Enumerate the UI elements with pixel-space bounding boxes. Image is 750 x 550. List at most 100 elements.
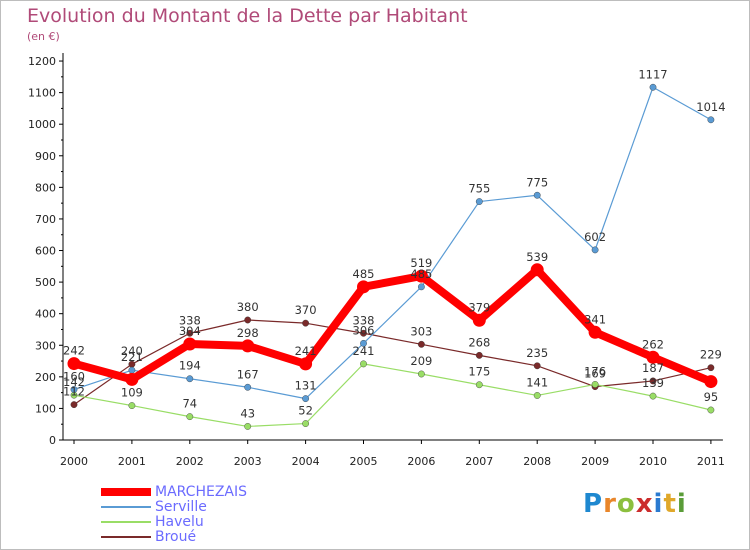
data-label: 519 [410, 256, 432, 270]
data-point [128, 402, 136, 409]
x-tick-label: 2005 [350, 455, 378, 468]
data-label: 755 [468, 182, 490, 196]
data-label: 43 [240, 406, 255, 420]
data-point [360, 360, 367, 368]
data-point [186, 329, 194, 337]
y-tick-label: 0 [49, 434, 56, 447]
series-line-marchezais [72, 265, 713, 386]
data-label: 221 [121, 350, 143, 364]
data-label: 176 [584, 364, 606, 378]
data-point [475, 351, 483, 359]
data-point [357, 280, 370, 294]
y-tick-label: 100 [35, 402, 56, 415]
data-label: 167 [237, 367, 259, 381]
data-point [302, 420, 309, 427]
x-tick-label: 2003 [234, 455, 262, 468]
data-label: 338 [179, 313, 201, 327]
data-label: 141 [526, 375, 548, 389]
x-tick-label: 2001 [118, 455, 146, 468]
x-tick-label: 2008 [523, 455, 551, 468]
data-label: 241 [295, 344, 317, 358]
data-point [70, 401, 78, 409]
data-point [649, 377, 657, 385]
series-line-broué [73, 319, 712, 406]
data-label: 242 [63, 344, 85, 358]
legend-swatch [101, 521, 151, 523]
y-tick-label: 1200 [28, 55, 56, 68]
data-label: 194 [179, 359, 201, 373]
data-point [591, 246, 599, 254]
data-point [475, 381, 483, 389]
data-label: 131 [295, 379, 317, 393]
y-tick-label: 500 [35, 276, 56, 289]
logo-letter: i [653, 489, 664, 519]
data-point [707, 406, 715, 414]
data-label: 485 [410, 267, 432, 281]
logo-letter: P [583, 489, 604, 519]
data-label: 142 [63, 375, 85, 389]
data-label: 298 [237, 326, 259, 340]
data-point [649, 83, 657, 91]
data-label: 602 [584, 230, 606, 244]
data-point [475, 198, 483, 205]
data-point [302, 319, 309, 327]
unit-label: (en €) [27, 30, 60, 43]
data-point [186, 375, 194, 383]
data-point [414, 269, 428, 283]
x-tick-label: 2004 [292, 455, 320, 468]
legend-swatch [101, 488, 151, 496]
data-point [588, 325, 602, 339]
x-tick-label: 2006 [407, 455, 435, 468]
data-label: 187 [642, 361, 664, 375]
chart-lines [67, 83, 718, 430]
legend-item-broué: Broué [101, 529, 321, 545]
data-point [591, 381, 599, 388]
data-label: 1117 [638, 67, 667, 81]
data-point [472, 313, 486, 327]
logo-letter: x [635, 489, 654, 519]
y-tick-label: 600 [35, 245, 56, 258]
data-label: 379 [468, 300, 490, 314]
data-point [533, 362, 541, 370]
data-point [649, 392, 657, 400]
data-label: 485 [353, 267, 375, 281]
series-line-serville [73, 86, 712, 400]
proxiti-logo: Proxiti [583, 489, 687, 519]
x-tick-label: 2011 [697, 455, 725, 468]
data-point [530, 263, 544, 277]
y-tick-label: 900 [35, 150, 56, 163]
data-point [241, 339, 255, 353]
data-point [183, 337, 197, 351]
data-point [417, 340, 425, 348]
data-label: 240 [121, 344, 143, 358]
y-tick-label: 400 [35, 308, 56, 321]
data-point [704, 375, 718, 389]
data-label: 112 [63, 385, 85, 399]
data-label: 175 [468, 365, 490, 379]
data-point [707, 116, 715, 124]
data-label: 1014 [696, 100, 725, 114]
legend-label: MARCHEZAIS [155, 484, 248, 500]
data-point [67, 357, 81, 371]
data-point [646, 350, 660, 364]
data-label: 229 [700, 348, 722, 362]
data-label: 262 [642, 337, 664, 351]
y-tick-label: 700 [35, 213, 56, 226]
data-label: 341 [584, 312, 606, 326]
legend-swatch [101, 506, 151, 508]
legend-item-serville: Serville [101, 499, 321, 515]
data-label: 139 [642, 376, 664, 390]
data-point [533, 392, 541, 399]
logo-letter: t [663, 489, 677, 519]
data-point [244, 316, 252, 324]
data-label: 160 [63, 369, 85, 383]
logo-letter: o [616, 489, 636, 519]
data-label: 52 [298, 404, 313, 418]
data-point [299, 357, 313, 371]
chart-title: Evolution du Montant de la Dette par Hab… [27, 5, 468, 27]
data-label: 169 [584, 367, 606, 381]
x-tick-label: 2010 [639, 455, 667, 468]
